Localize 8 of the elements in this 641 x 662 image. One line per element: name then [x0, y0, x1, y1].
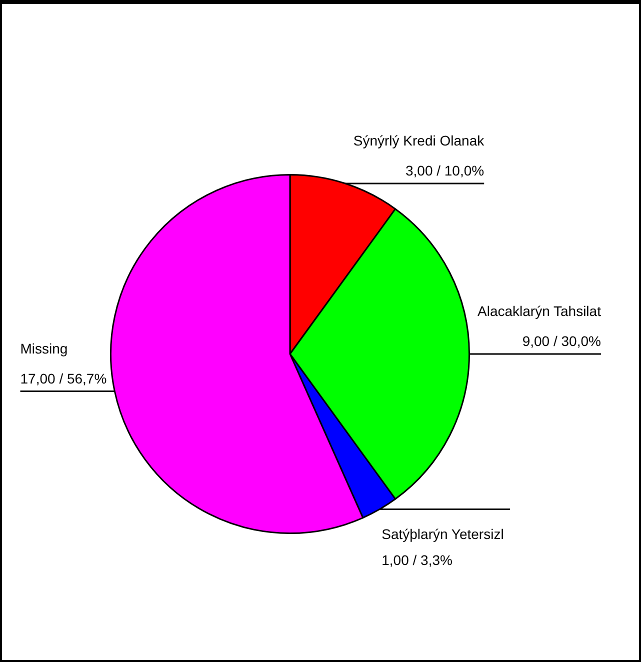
slice-label: Missing: [20, 340, 68, 356]
slice-label: Alacaklarýn Tahsilat: [477, 303, 602, 319]
slice-label: Satýþlarýn Yetersizl: [382, 526, 504, 542]
data-label: 17,00 / 56,7%: [20, 370, 107, 386]
data-label: 9,00 / 30,0%: [522, 333, 601, 349]
data-label: 3,00 / 10,0%: [405, 162, 484, 179]
data-label: 1,00 / 3,3%: [382, 552, 452, 568]
slice-label: Sýnýrlý Kredi Olanak: [353, 132, 486, 149]
